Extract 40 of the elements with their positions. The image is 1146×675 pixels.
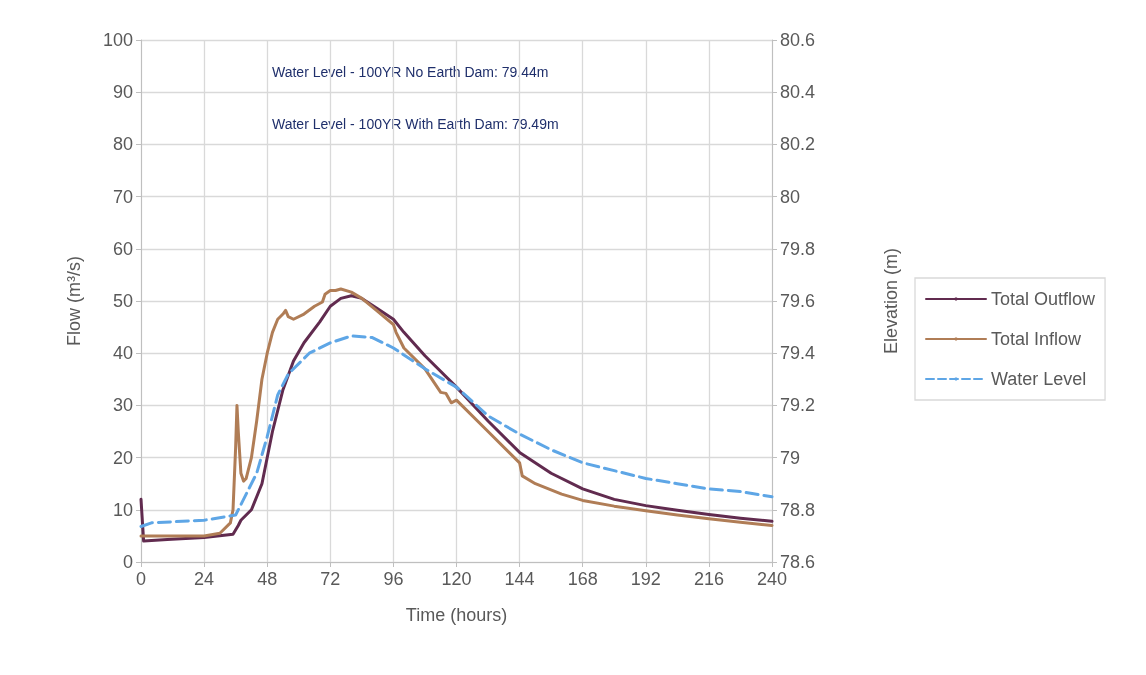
y2-tick-label: 79.6 <box>780 291 816 311</box>
x-tick-label: 216 <box>693 569 724 589</box>
x-tick-label: 24 <box>194 569 215 589</box>
x-tick-label: 72 <box>320 569 341 589</box>
y2-tick-label: 80.2 <box>780 134 816 155</box>
y2-tick-label: 79 <box>780 447 801 468</box>
y-tick-label: 80 <box>112 134 133 155</box>
y-tick-label: 40 <box>112 343 133 364</box>
y-tick-label: 100 <box>102 30 133 50</box>
y-tick-label: 10 <box>112 499 133 520</box>
y-axis-title: Flow (m³/s) <box>64 256 84 346</box>
y-tick-label: 20 <box>112 447 133 468</box>
x-tick-label: 240 <box>756 569 788 589</box>
y-tick-label: 70 <box>112 186 133 207</box>
x-tick-label: 120 <box>441 569 472 589</box>
y-tick-label: 90 <box>112 82 133 103</box>
y-tick-label: 0 <box>122 552 133 572</box>
y2-tick-label: 79.8 <box>780 238 816 259</box>
line-series <box>139 334 774 528</box>
x-tick-label: 96 <box>383 569 404 589</box>
y2-tick-label: 78.8 <box>780 499 816 520</box>
y2-tick-label: 78.6 <box>780 552 816 572</box>
legend-label: Total Inflow <box>991 329 1083 349</box>
y2-tick-label: 80.6 <box>780 30 816 50</box>
y2-axis-title: Elevation (m) <box>881 247 901 355</box>
y-tick-label: 50 <box>112 291 133 311</box>
x-axis-title: Time (hours) <box>405 605 508 625</box>
legend-label: Water Level <box>991 369 1087 389</box>
y2-tick-label: 79.4 <box>780 343 816 364</box>
y2-tick-label: 79.2 <box>780 395 816 416</box>
x-tick-label: 192 <box>630 569 661 589</box>
y2-tick-label: 80 <box>780 186 801 207</box>
y-tick-label: 30 <box>112 395 133 416</box>
legend-label: Total Outflow <box>991 289 1097 309</box>
x-tick-label: 168 <box>567 569 598 589</box>
y-tick-label: 60 <box>112 238 133 259</box>
x-tick-label: 0 <box>135 569 147 589</box>
y2-tick-label: 80.4 <box>780 82 816 103</box>
x-tick-label: 48 <box>257 569 278 589</box>
x-tick-label: 144 <box>504 569 535 589</box>
